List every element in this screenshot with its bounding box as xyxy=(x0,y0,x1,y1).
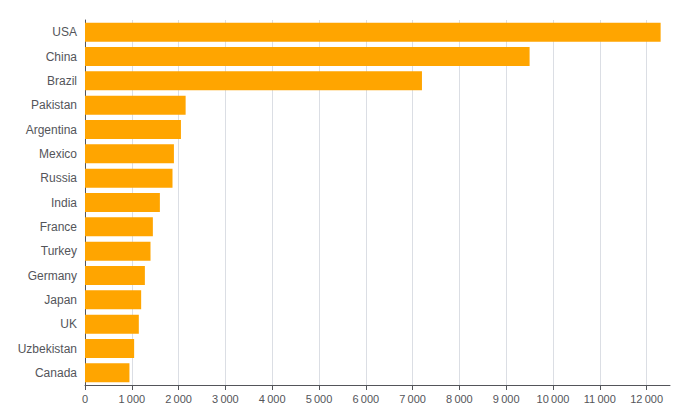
svg-text:4 000: 4 000 xyxy=(259,393,286,405)
svg-text:5 000: 5 000 xyxy=(306,393,333,405)
svg-text:Germany: Germany xyxy=(28,269,77,283)
svg-text:6 000: 6 000 xyxy=(352,393,379,405)
svg-text:Pakistan: Pakistan xyxy=(31,98,77,112)
svg-text:Japan: Japan xyxy=(44,293,77,307)
svg-text:Mexico: Mexico xyxy=(39,147,77,161)
svg-text:Argentina: Argentina xyxy=(26,123,78,137)
svg-text:7 000: 7 000 xyxy=(399,393,426,405)
svg-text:China: China xyxy=(46,50,78,64)
svg-text:12 000: 12 000 xyxy=(630,393,663,405)
svg-text:9 000: 9 000 xyxy=(493,393,520,405)
svg-text:1 000: 1 000 xyxy=(118,393,145,405)
svg-text:India: India xyxy=(51,196,77,210)
svg-text:Turkey: Turkey xyxy=(41,244,77,258)
svg-text:0: 0 xyxy=(82,393,88,405)
svg-text:Brazil: Brazil xyxy=(47,74,77,88)
svg-text:11 000: 11 000 xyxy=(584,393,616,405)
svg-text:Uzbekistan: Uzbekistan xyxy=(18,342,77,356)
svg-text:3 000: 3 000 xyxy=(212,393,239,405)
svg-text:8 000: 8 000 xyxy=(446,393,473,405)
svg-text:10 000: 10 000 xyxy=(537,393,570,405)
svg-text:2 000: 2 000 xyxy=(165,393,192,405)
svg-text:USA: USA xyxy=(52,25,77,39)
svg-text:France: France xyxy=(40,220,78,234)
svg-text:Russia: Russia xyxy=(40,171,77,185)
svg-text:Canada: Canada xyxy=(35,366,77,380)
svg-text:UK: UK xyxy=(60,317,77,331)
